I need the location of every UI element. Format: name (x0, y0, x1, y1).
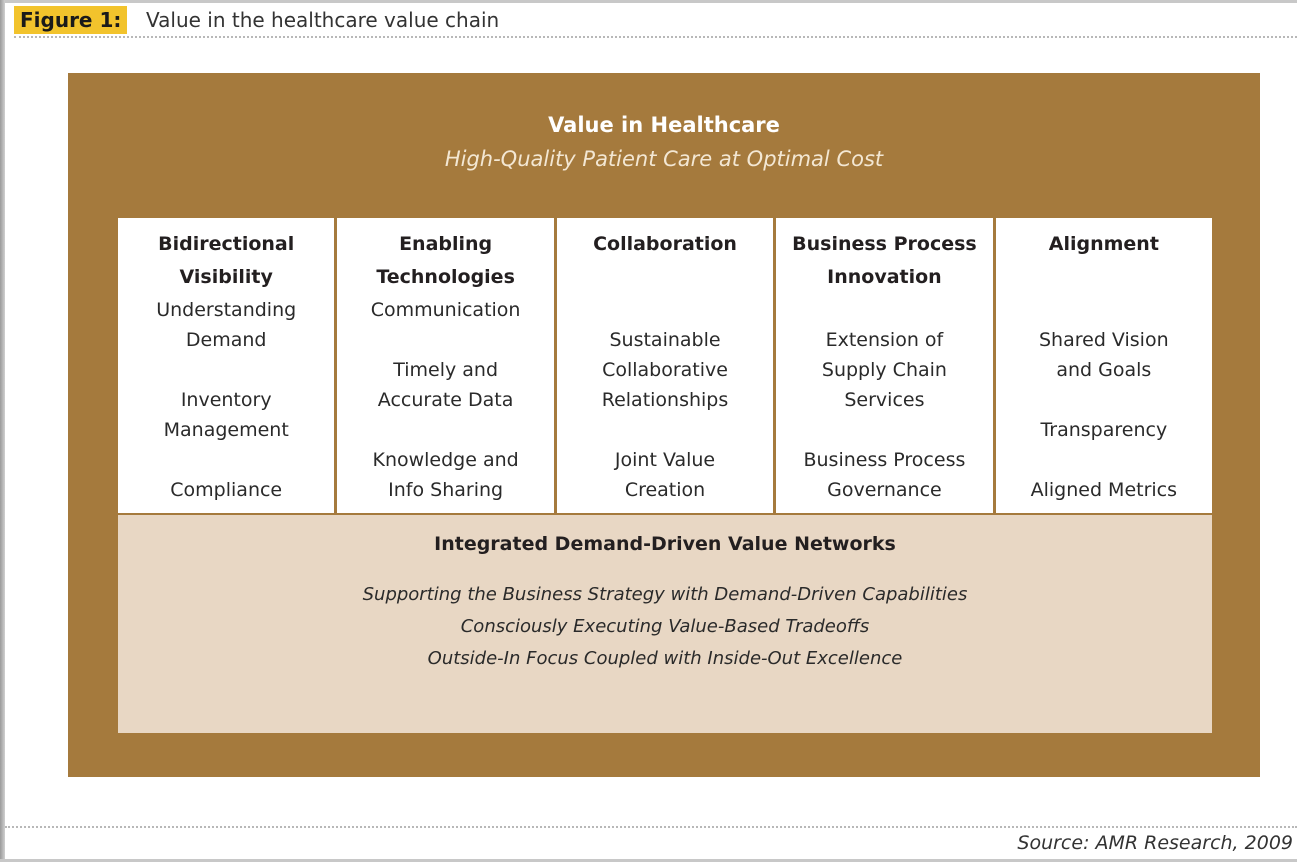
pillar-item: Shared Vision and Goals (996, 325, 1212, 385)
pillar-item: Transparency (996, 415, 1212, 445)
diagram-title: Value in Healthcare (548, 113, 780, 137)
pillar-item-line: Creation (624, 479, 706, 501)
pillar-item-line: Services (844, 389, 925, 411)
pillar-item-line: Relationships (601, 389, 729, 411)
pillar-item-line: Inventory (180, 389, 272, 411)
foundation-title: Integrated Demand-Driven Value Networks (434, 533, 896, 555)
diagram-subtitle: High-Quality Patient Care at Optimal Cos… (444, 147, 884, 171)
pillar-item: Extension of Supply Chain Services (776, 325, 992, 415)
pillar-item-line: Accurate Data (377, 389, 514, 411)
pillar-item-line: Collaborative (602, 359, 728, 381)
pillar-heading-line: Collaboration (593, 233, 737, 255)
pillar-item: Compliance (118, 475, 334, 505)
pillar-heading-line: Visibility (179, 266, 273, 288)
pillar-column: Enabling Technologies Communication Timely … (337, 218, 554, 513)
pillar-item-line: Transparency (1040, 419, 1168, 441)
foundation-line: Supporting the Business Strategy with De… (362, 584, 968, 605)
pillar-items: Sustainable Collaborative Relationships Joi… (557, 325, 773, 505)
pillar-item-line: Shared Vision (1039, 329, 1169, 351)
pillar-heading-line: Business Process (792, 233, 977, 255)
pillar-item-line: Joint Value (614, 449, 716, 471)
frame-top (0, 0, 1297, 3)
pillar-column: Business Process Innovation Extension of Su… (776, 218, 993, 513)
pillar-item-line: Business Process (803, 449, 966, 471)
pillar-item-line: Timely and (393, 359, 499, 381)
pillar-heading-line: Innovation (827, 266, 942, 288)
pillar-item-line: Demand (185, 329, 267, 351)
pillar-item-line: Communication (370, 299, 521, 321)
divider-bottom (5, 826, 1297, 828)
pillar-heading: Collaboration (557, 228, 773, 261)
frame-left (0, 0, 5, 862)
pillar-items: Shared Vision and Goals Transparency Aligne… (996, 325, 1212, 505)
pillar-item-line: Governance (827, 479, 942, 501)
pillar-item-line: and Goals (1056, 359, 1152, 381)
figure-label: Figure 1: (14, 6, 128, 34)
value-diagram: Value in Healthcare High-Quality Patient… (68, 73, 1260, 777)
pillar-columns: Bidirectional Visibility Understanding Dema… (118, 218, 1213, 513)
pillar-item: Aligned Metrics (996, 475, 1212, 505)
pillar-item: Business Process Governance (776, 445, 992, 505)
pillar-item-line: Aligned Metrics (1030, 479, 1178, 501)
pillar-column: Alignment Shared Vision and Goals Transpare… (995, 218, 1213, 513)
pillar-item-line: Extension of (825, 329, 944, 351)
pillar-heading: Enabling Technologies (337, 228, 553, 294)
foundation-lines: Supporting the Business Strategy with De… (118, 579, 1212, 675)
pillar-item-line: Info Sharing (388, 479, 504, 501)
figure-title: Value in the healthcare value chain (146, 8, 500, 32)
pillar-item-line: Compliance (170, 479, 283, 501)
frame-bottom (0, 859, 1297, 862)
pillar-heading-line: Technologies (376, 266, 515, 288)
pillar-item-line: Management (163, 419, 289, 441)
divider-top (14, 36, 1297, 38)
pillar-item-line: Supply Chain (821, 359, 947, 381)
pillar-item: Joint Value Creation (557, 445, 773, 505)
pillar-item: Communication (337, 295, 553, 325)
pillar-heading-line: Enabling (399, 233, 493, 255)
pillar-item: Sustainable Collaborative Relationships (557, 325, 773, 415)
pillar-item-line: Sustainable (609, 329, 721, 351)
foundation-line: Consciously Executing Value-Based Tradeo… (460, 616, 870, 637)
pillar-heading: Bidirectional Visibility (118, 228, 334, 294)
pillar-item: Inventory Management (118, 385, 334, 445)
pillar-item: Timely and Accurate Data (337, 355, 553, 415)
pillar-item: Knowledge and Info Sharing (337, 445, 553, 505)
source-citation: Source: AMR Research, 2009 (1017, 832, 1293, 854)
foundation-line: Outside-In Focus Coupled with Inside-Out… (427, 648, 903, 669)
pillar-heading-line: Alignment (1048, 233, 1159, 255)
pillar-column: Collaboration Sustainable Collaborative Rel… (556, 218, 774, 513)
foundation-panel: Integrated Demand-Driven Value Networks … (118, 515, 1212, 733)
pillar-items: Understanding Demand Inventory Management Co… (118, 295, 334, 505)
pillar-heading-line: Bidirectional (158, 233, 295, 255)
pillar-heading: Business Process Innovation (776, 228, 992, 294)
pillar-column: Bidirectional Visibility Understanding Dema… (118, 218, 335, 513)
pillar-items: Extension of Supply Chain Services Business… (776, 325, 992, 505)
pillar-item-line: Understanding (156, 299, 297, 321)
pillar-items: Communication Timely and Accurate Data Know… (337, 295, 553, 505)
pillar-item: Understanding Demand (118, 295, 334, 355)
pillar-heading: Alignment (996, 228, 1212, 261)
pillar-item-line: Knowledge and (372, 449, 519, 471)
